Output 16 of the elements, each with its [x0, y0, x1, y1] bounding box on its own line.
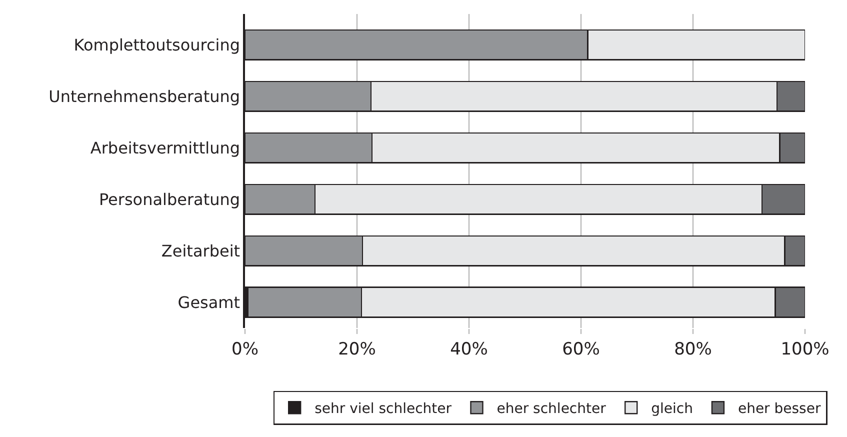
legend-label: gleich [651, 401, 693, 418]
y-tick-label: Gesamt [178, 292, 240, 312]
x-tick-label: 100% [780, 339, 830, 360]
legend-label: sehr viel schlechter [314, 401, 452, 418]
x-tick-label: 80% [674, 339, 712, 360]
y-tick-label: Unternehmensberatung [48, 86, 240, 106]
y-tick-label: Komplettoutsourcing [74, 35, 240, 54]
y-tick-label: Zeitarbeit [161, 241, 240, 260]
x-tick-label: 60% [562, 339, 600, 360]
legend-label: eher besser [738, 401, 821, 418]
legend-label: eher schlechter [496, 401, 606, 418]
y-tick-label: Arbeitsvermittlung [90, 138, 240, 158]
y-tick-label: Personalberatung [98, 190, 240, 209]
x-tick-label: 20% [338, 339, 376, 360]
x-tick-label: 40% [450, 339, 488, 360]
x-tick-label: 0% [232, 339, 258, 360]
